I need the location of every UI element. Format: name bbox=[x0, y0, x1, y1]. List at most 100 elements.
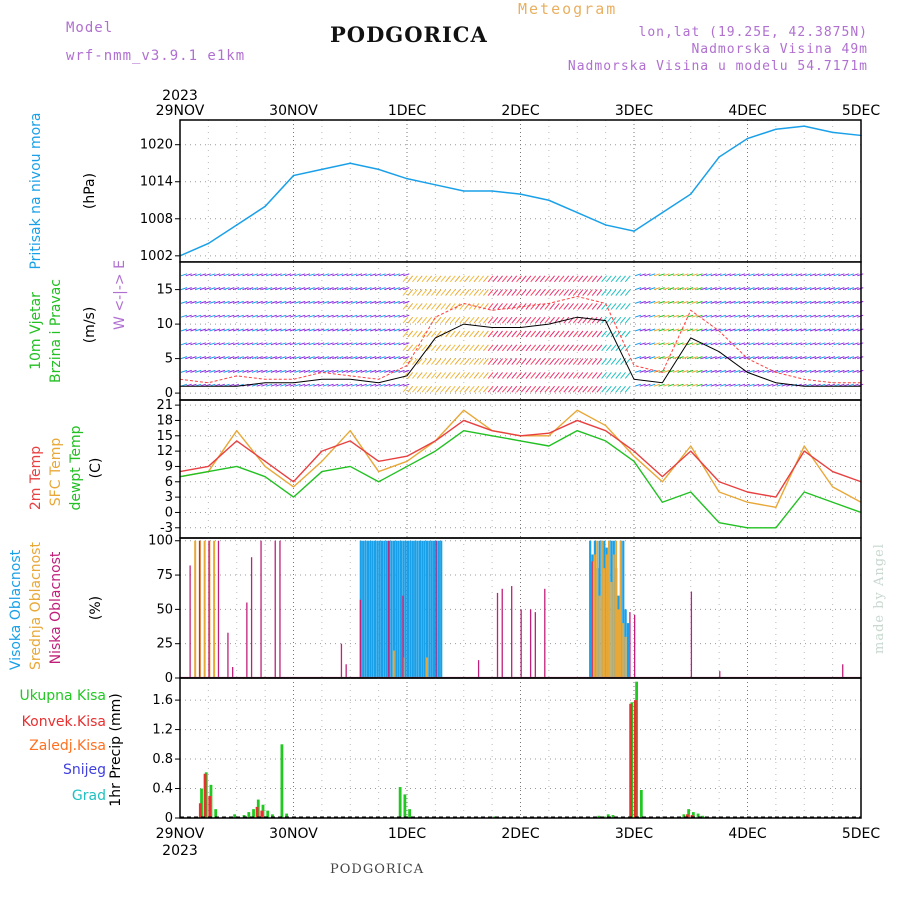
wind-barb bbox=[299, 314, 306, 318]
wind-barb bbox=[682, 328, 689, 332]
wind-barb bbox=[388, 369, 396, 373]
wind-barb bbox=[483, 289, 489, 296]
wind-barb bbox=[506, 372, 513, 379]
wind-barb bbox=[251, 369, 259, 373]
wind-barb bbox=[776, 383, 784, 387]
wind-barb bbox=[577, 289, 584, 296]
wind-barb bbox=[360, 342, 367, 346]
wind-barb bbox=[748, 369, 755, 373]
wind-barb bbox=[516, 289, 522, 296]
wind-barb bbox=[753, 356, 760, 360]
wind-barb bbox=[577, 275, 584, 283]
wind-barb bbox=[525, 330, 532, 338]
wind-barb bbox=[615, 385, 622, 393]
pressure-point bbox=[321, 168, 323, 171]
pressure-point bbox=[803, 125, 806, 127]
cloud-bar bbox=[496, 592, 499, 678]
wind-barb bbox=[833, 300, 840, 304]
y-tick-label: 0 bbox=[165, 386, 173, 401]
wind-barb bbox=[701, 356, 708, 360]
cloud-bar bbox=[842, 664, 844, 678]
wind-barb bbox=[658, 273, 665, 277]
wind-barb bbox=[341, 314, 348, 318]
wind-barb bbox=[247, 328, 254, 332]
wind-barb bbox=[506, 330, 513, 338]
wind-barb bbox=[454, 289, 461, 296]
wind-barb bbox=[185, 300, 192, 304]
wind-barb bbox=[814, 314, 821, 318]
wind-barb bbox=[838, 314, 845, 318]
wind-barb bbox=[615, 316, 622, 324]
wind-barb bbox=[644, 287, 651, 291]
wind-barb bbox=[355, 314, 363, 318]
wind-barb bbox=[762, 328, 769, 332]
wind-barb bbox=[487, 289, 494, 296]
wind-barb bbox=[384, 300, 391, 304]
wind-barb bbox=[403, 287, 410, 291]
wind-barb bbox=[672, 369, 679, 373]
wind-barb bbox=[828, 328, 836, 332]
wind-barb bbox=[506, 385, 513, 393]
wind-barb bbox=[190, 287, 197, 291]
wind-barb bbox=[180, 342, 188, 346]
wind-barb bbox=[228, 356, 235, 360]
wind-barb bbox=[299, 287, 306, 291]
wind-barb bbox=[767, 383, 774, 387]
wind-barb bbox=[553, 303, 560, 310]
wind-barb bbox=[615, 330, 622, 338]
wind-barb bbox=[833, 328, 840, 332]
wind-barb bbox=[351, 300, 358, 304]
wind-barb bbox=[407, 330, 414, 338]
x-tick-label-bottom: 3DEC bbox=[615, 826, 654, 842]
wind-barb bbox=[473, 316, 480, 324]
wind-barb bbox=[360, 273, 367, 277]
wind-barb bbox=[525, 275, 532, 283]
wind-barb bbox=[402, 344, 409, 352]
wind-barb bbox=[605, 372, 612, 379]
wind-barb bbox=[355, 342, 363, 346]
wind-barb bbox=[762, 314, 769, 318]
cloud-bar bbox=[433, 540, 436, 678]
wind-barb bbox=[322, 300, 330, 304]
wind-barb bbox=[294, 314, 301, 318]
wind-barb bbox=[539, 330, 546, 338]
wind-barb bbox=[421, 344, 428, 352]
wind-barb bbox=[416, 372, 423, 379]
wind-barb bbox=[370, 273, 377, 277]
wind-barb bbox=[833, 314, 840, 318]
wind-barb bbox=[473, 372, 480, 379]
wind-barb bbox=[199, 314, 207, 318]
wind-barb bbox=[729, 356, 736, 360]
wind-barb bbox=[256, 287, 263, 291]
cloud-bar bbox=[203, 540, 206, 678]
wind-barb bbox=[346, 314, 353, 318]
wind-barb bbox=[393, 287, 400, 291]
pressure-point bbox=[377, 168, 380, 171]
wind-barb bbox=[454, 385, 461, 393]
wind-barb bbox=[374, 369, 382, 373]
wind-barb bbox=[639, 342, 646, 346]
y-tick-label: 0.8 bbox=[152, 752, 173, 767]
wind-barb bbox=[412, 330, 418, 338]
wind-barb bbox=[663, 369, 670, 373]
wind-barb bbox=[838, 342, 845, 346]
wind-barb bbox=[265, 356, 273, 360]
wind-barb bbox=[686, 287, 694, 291]
wind-barb bbox=[218, 314, 225, 318]
wind-barb bbox=[682, 300, 689, 304]
wind-barb bbox=[795, 300, 802, 304]
wind-barb bbox=[715, 383, 722, 387]
wind-barb bbox=[388, 273, 396, 277]
wind-barb bbox=[516, 358, 522, 365]
wind-barb bbox=[781, 369, 788, 373]
wind-barb bbox=[459, 330, 466, 338]
wind-barb bbox=[398, 300, 405, 304]
wind-barb bbox=[501, 316, 508, 324]
wind-barb bbox=[449, 344, 456, 352]
cloud-bar bbox=[610, 581, 613, 678]
wind-barb bbox=[228, 300, 235, 304]
wind-barb bbox=[710, 328, 717, 332]
wind-barb bbox=[653, 273, 661, 277]
wind-barb bbox=[223, 287, 230, 291]
y-tick-label: 5 bbox=[165, 352, 173, 367]
